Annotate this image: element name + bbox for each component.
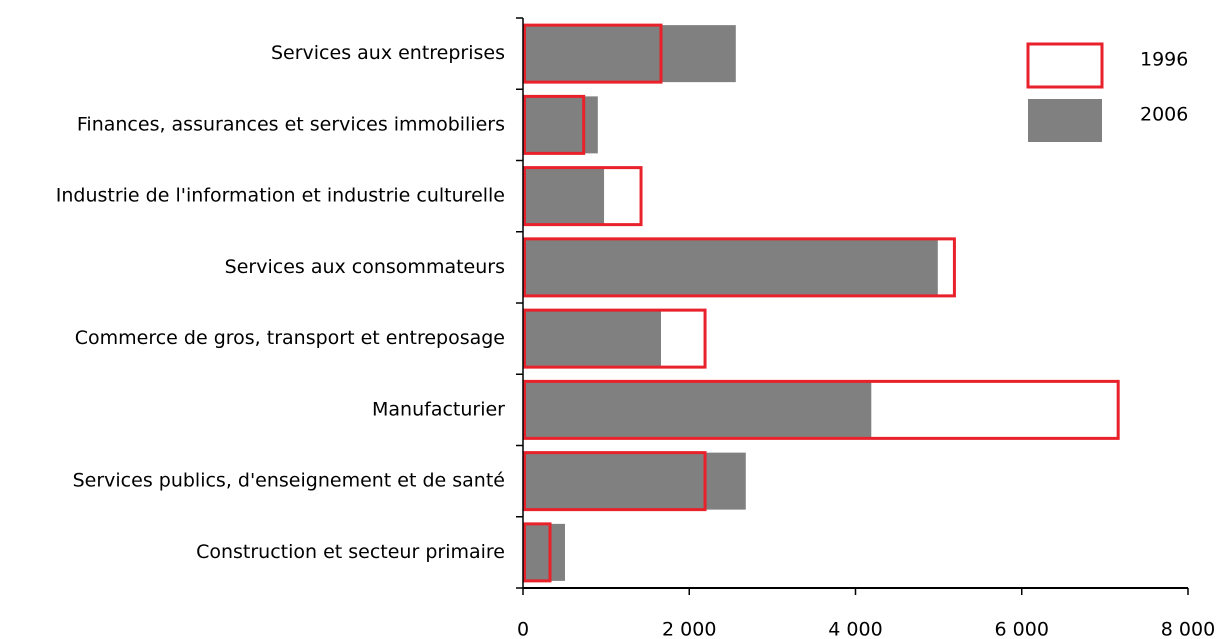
bar	[523, 452, 746, 510]
x-tick-label: 0	[517, 619, 529, 639]
category-label: Commerce de gros, transport et entreposa…	[75, 327, 505, 349]
bar	[523, 308, 707, 369]
bar	[523, 379, 1120, 440]
x-tick-label: 4 000	[828, 619, 882, 639]
bar	[523, 310, 661, 368]
category-label: Services aux entreprises	[271, 42, 505, 64]
legend-label: 1996	[1140, 49, 1188, 71]
category-label: Services aux consommateurs	[225, 256, 505, 278]
category-label: Construction et secteur primaire	[196, 541, 505, 563]
bar	[523, 94, 586, 155]
bar	[523, 381, 872, 439]
category-label: Manufacturier	[372, 398, 505, 420]
legend-swatch	[1028, 99, 1102, 142]
x-tick-label: 6 000	[995, 619, 1049, 639]
bar	[523, 522, 552, 583]
legend-label: 2006	[1140, 104, 1188, 126]
bar	[523, 523, 565, 581]
bar	[523, 25, 736, 83]
category-label: Services publics, d'enseignement et de s…	[73, 470, 505, 492]
bar	[523, 167, 605, 225]
category-label: Industrie de l'information et industrie …	[56, 185, 505, 207]
bar	[523, 166, 643, 227]
bar	[523, 96, 598, 154]
bar	[523, 238, 938, 296]
x-tick-label: 8 000	[1161, 619, 1215, 639]
bar	[523, 23, 663, 84]
x-tick-label: 2 000	[662, 619, 716, 639]
legend-swatch	[1026, 42, 1104, 89]
bar	[523, 451, 707, 512]
bar	[523, 237, 956, 298]
category-label: Finances, assurances et services immobil…	[77, 113, 505, 135]
